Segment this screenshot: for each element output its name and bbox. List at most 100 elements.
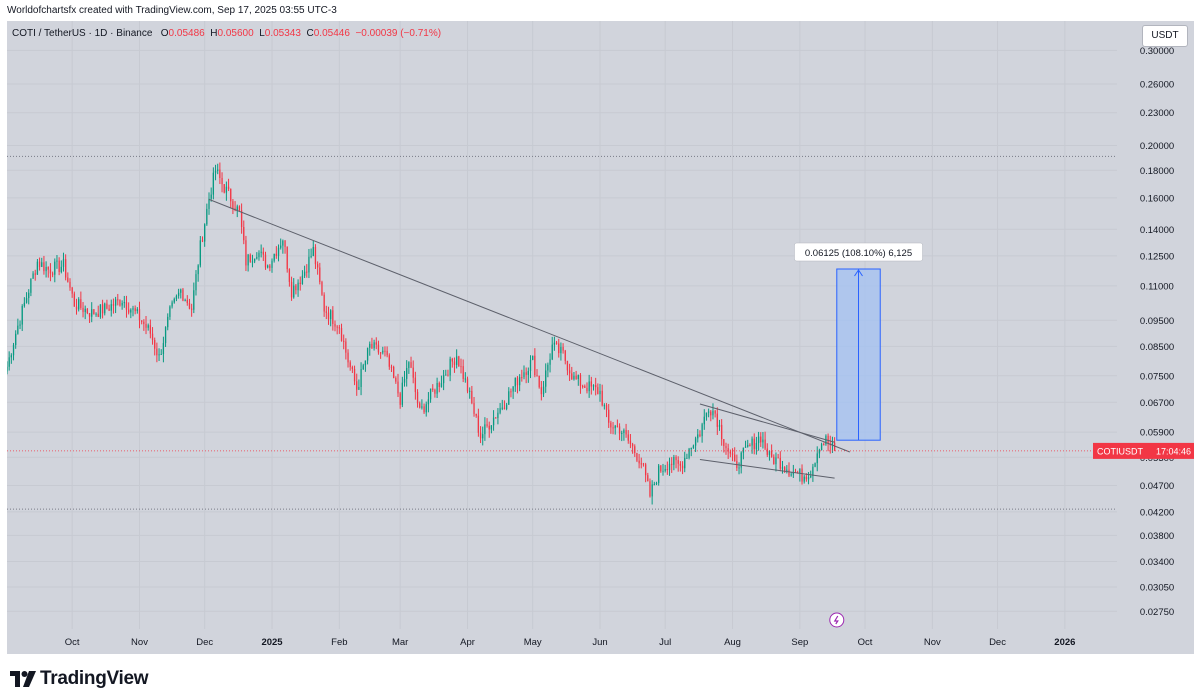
candle-body xyxy=(28,292,30,299)
candle xyxy=(631,442,634,454)
candle-body xyxy=(221,177,223,185)
price-chart[interactable]: 0.06125 (108.10%) 6,125 0.30000 0.26000 0.2… xyxy=(7,21,1194,654)
candle xyxy=(651,480,653,505)
candle-body xyxy=(340,328,343,341)
candle xyxy=(195,270,197,296)
candle xyxy=(718,419,721,431)
candle-body xyxy=(106,303,108,309)
candle xyxy=(186,295,188,306)
candle-body xyxy=(742,447,745,453)
candle xyxy=(382,346,384,355)
candle-body xyxy=(573,375,575,380)
candle-body xyxy=(786,469,788,471)
candle-body xyxy=(525,372,527,375)
candle xyxy=(586,382,588,394)
close-label: C xyxy=(306,28,314,39)
price-tick-label: 0.02750 xyxy=(1140,607,1174,618)
candle-body xyxy=(267,265,269,268)
symbol-legend: COTI / TetherUS · 1D · Binance O0.05486 … xyxy=(12,28,441,39)
candle xyxy=(462,359,464,383)
price-tick-label: 0.14000 xyxy=(1140,225,1174,236)
candle xyxy=(660,465,662,473)
candle-body xyxy=(466,378,469,392)
candle-body xyxy=(499,408,501,413)
candle-body xyxy=(406,368,408,379)
candle xyxy=(321,280,323,296)
candle-body xyxy=(25,298,28,303)
candle-body xyxy=(605,405,608,410)
candle xyxy=(182,287,184,302)
candle-body xyxy=(125,302,128,310)
candle-body xyxy=(612,427,614,429)
time-tick-label: Nov xyxy=(924,637,941,648)
candle-body xyxy=(597,387,599,395)
candle-body xyxy=(636,452,638,461)
tradingview-logo[interactable]: TradingView xyxy=(10,668,149,690)
candle xyxy=(371,337,373,349)
symbol-name[interactable]: COTI / TetherUS · 1D · Binance xyxy=(12,28,153,39)
candle xyxy=(395,376,397,384)
candle xyxy=(134,305,136,315)
candle-body xyxy=(553,342,556,345)
candle-body xyxy=(325,311,327,313)
candle-body xyxy=(160,354,162,356)
time-tick-label: Feb xyxy=(331,637,347,648)
candle-body xyxy=(484,424,486,435)
candle-body xyxy=(807,477,810,480)
candle-body xyxy=(831,442,834,446)
candle-body xyxy=(788,469,790,476)
candle xyxy=(273,253,275,263)
candle-body xyxy=(34,273,36,275)
candle-body xyxy=(638,460,640,464)
candle xyxy=(114,296,117,314)
candle-body xyxy=(666,469,669,471)
time-tick-label: 2025 xyxy=(261,637,283,648)
candle xyxy=(575,370,577,380)
candle-body xyxy=(558,343,560,354)
candle xyxy=(19,320,21,330)
candle xyxy=(145,315,147,335)
candle-body xyxy=(503,407,506,410)
candle xyxy=(78,297,80,312)
candle-body xyxy=(310,256,312,258)
currency-selector[interactable]: USDT xyxy=(1142,25,1188,47)
candle xyxy=(823,442,825,446)
candle xyxy=(690,447,692,457)
candle-body xyxy=(777,457,779,459)
candle-body xyxy=(475,413,477,416)
candle xyxy=(253,258,256,264)
candle-body xyxy=(492,417,495,426)
chart-area[interactable]: 0.06125 (108.10%) 6,125 0.30000 0.26000 0.2… xyxy=(7,21,1194,654)
candle xyxy=(675,455,677,469)
candle xyxy=(214,164,217,181)
candle-body xyxy=(130,309,132,313)
candle-body xyxy=(816,453,818,464)
candle-body xyxy=(269,265,271,268)
candle-body xyxy=(299,282,301,284)
candle xyxy=(545,363,547,393)
candle xyxy=(175,294,178,302)
candle-body xyxy=(58,260,60,272)
candle-body xyxy=(323,294,325,312)
candle-body xyxy=(438,383,440,387)
candle xyxy=(34,269,36,281)
candle xyxy=(627,430,629,444)
candle-body xyxy=(338,327,340,329)
candle xyxy=(36,258,39,275)
candle-body xyxy=(256,257,258,259)
candle-body xyxy=(477,415,480,433)
candle-body xyxy=(334,323,336,327)
candle-body xyxy=(614,425,616,429)
candle-body xyxy=(151,333,154,341)
candle-body xyxy=(453,361,456,365)
candle-body xyxy=(51,273,54,275)
candle-body xyxy=(121,302,123,306)
candle xyxy=(636,452,638,463)
candle xyxy=(827,433,829,452)
time-axis xyxy=(7,629,1194,654)
candle-body xyxy=(555,342,558,344)
candle xyxy=(714,409,716,418)
candle xyxy=(15,330,17,349)
candle-body xyxy=(253,258,256,262)
candle xyxy=(551,336,553,361)
